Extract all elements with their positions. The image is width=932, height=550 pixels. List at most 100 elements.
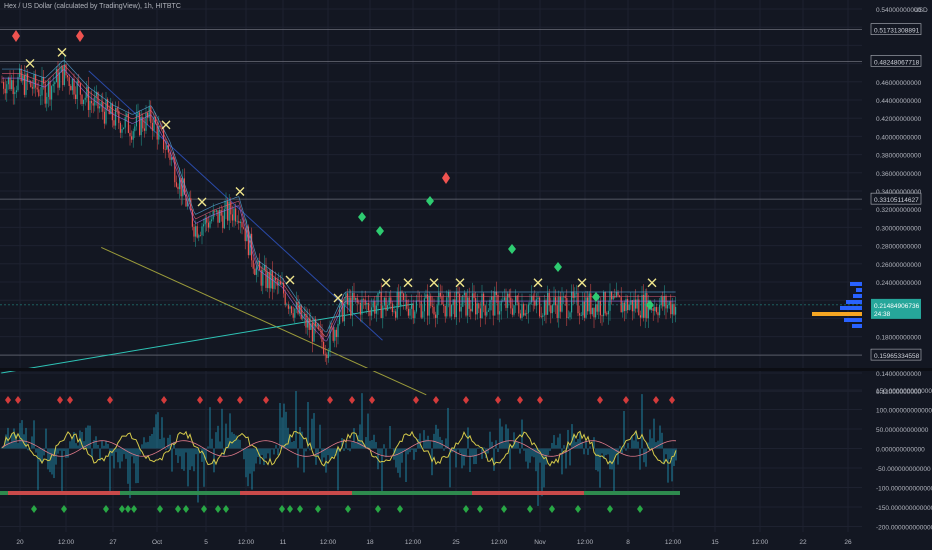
candle-body (129, 132, 131, 137)
candle-body (574, 293, 576, 298)
candle-body (297, 302, 299, 314)
state-band-segment (392, 491, 400, 495)
candle-body (665, 296, 667, 309)
osc-tick-label: 150.000000000000 (876, 388, 932, 395)
state-band-segment (640, 491, 648, 495)
osc-green-signal (607, 505, 613, 513)
candle-body (99, 106, 101, 109)
osc-green-signal (637, 505, 643, 513)
candle-body (71, 78, 73, 91)
candle-body (201, 226, 203, 236)
osc-red-signal (669, 396, 675, 404)
osc-red-signal (263, 396, 269, 404)
osc-green-signal (477, 505, 483, 513)
osc-red-signal (57, 396, 63, 404)
green-diamond-marker (358, 212, 366, 222)
candle-body (63, 64, 65, 86)
last-price-tag (871, 298, 921, 319)
pane-separator[interactable] (0, 368, 932, 371)
candle-body (342, 300, 344, 322)
state-band-segment (208, 491, 216, 495)
state-band-segment (384, 491, 392, 495)
candle-body (131, 136, 133, 140)
candle-body (519, 313, 521, 318)
candle-body (383, 297, 385, 306)
state-band-segment (272, 491, 280, 495)
candle-body (559, 296, 561, 312)
osc-tick-label: 50.000000000000 (876, 427, 929, 434)
state-band-segment (496, 491, 504, 495)
candle-body (420, 301, 422, 318)
candle-body (294, 308, 296, 318)
candle-body (639, 315, 641, 318)
osc-red-signal (413, 396, 419, 404)
candle-body (449, 292, 451, 317)
time-label: 12:00 (665, 539, 682, 546)
candle-body (91, 100, 93, 104)
candle-body (84, 97, 86, 100)
state-band-segment (616, 491, 624, 495)
state-band-segment (360, 491, 368, 495)
candle-body (412, 304, 414, 319)
sell-x-marker (197, 197, 207, 207)
osc-green-signal (287, 505, 293, 513)
osc-red-signal (517, 396, 523, 404)
countdown-text: 24:38 (874, 311, 891, 318)
candle-body (36, 87, 38, 90)
candle-body (406, 299, 408, 309)
osc-red-signal (107, 396, 113, 404)
candle-body (215, 210, 217, 212)
candle-body (545, 300, 547, 315)
candle-body (593, 307, 595, 318)
candle-body (359, 302, 361, 315)
state-band-segment (184, 491, 192, 495)
moving-average-line (2, 64, 676, 337)
candle-body (35, 74, 37, 88)
sell-x-marker (333, 293, 343, 303)
osc-green-signal (549, 505, 555, 513)
candle-body (641, 294, 643, 318)
sell-x-marker (455, 278, 465, 288)
candle-body (260, 269, 262, 286)
candle-body (227, 201, 229, 221)
candle-body (657, 312, 659, 316)
price-tick-label: 0.36000000000 (876, 171, 922, 178)
candle-body (140, 116, 142, 136)
time-label: 15 (711, 539, 719, 546)
state-band-segment (672, 491, 680, 495)
time-label: 12:00 (405, 539, 422, 546)
candle-body (358, 302, 360, 304)
candle-body (308, 318, 310, 330)
candle-body (529, 302, 531, 305)
candle-body (659, 304, 661, 316)
candle-body (20, 68, 22, 81)
volume-profile-bar (812, 312, 862, 316)
candle-body (644, 293, 646, 318)
candle-body (115, 107, 117, 126)
candle-body (198, 235, 200, 238)
candle-body (491, 296, 493, 300)
candle-body (302, 316, 304, 319)
candle-body (513, 305, 515, 315)
candle-body (550, 305, 552, 314)
candle-body (199, 235, 201, 236)
state-band-segment (656, 491, 664, 495)
state-band-segment (32, 491, 40, 495)
volume-profile-bar (844, 318, 862, 322)
candle-body (590, 293, 592, 315)
candle-body (367, 302, 369, 311)
time-label: 26 (844, 539, 852, 546)
time-label: 27 (109, 539, 117, 546)
red-diamond-marker (12, 30, 20, 42)
currency-label: USD (914, 7, 928, 14)
candle-body (398, 292, 400, 306)
candle-body (9, 77, 11, 90)
osc-red-signal (653, 396, 659, 404)
candle-body (654, 307, 656, 311)
candle-body (239, 221, 241, 223)
candle-body (585, 297, 587, 318)
candle-body (459, 293, 461, 312)
candle-body (468, 297, 470, 309)
candle-body (385, 297, 387, 311)
